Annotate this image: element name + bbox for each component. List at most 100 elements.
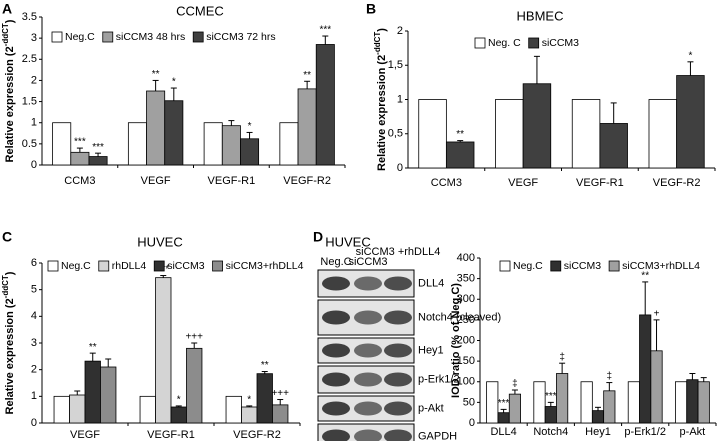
error-bar — [228, 120, 235, 126]
y-tick-label: 3 — [31, 337, 37, 349]
y-tick-label: 1 — [397, 93, 403, 105]
bar — [155, 277, 172, 424]
legend-swatch — [212, 260, 223, 272]
error-bar — [511, 389, 518, 395]
chart-title: HBMEC — [517, 8, 564, 23]
x-tick-label: DLL4 — [490, 426, 516, 438]
bar — [445, 141, 475, 169]
x-tick-label: VEGF — [70, 429, 100, 441]
error-bar — [533, 55, 540, 84]
error-bar — [304, 80, 311, 89]
bar — [495, 99, 524, 169]
y-tick-label: 300 — [457, 293, 475, 305]
bar — [88, 156, 108, 166]
blot-band — [354, 276, 382, 291]
error-bar — [175, 405, 182, 407]
significance-label: * — [172, 77, 176, 88]
y-tick-label: 150 — [457, 355, 475, 367]
lane-label: Neg.C — [320, 256, 351, 268]
bar — [52, 122, 72, 166]
x-tick-label: VEGF-R1 — [576, 177, 624, 189]
bar — [69, 394, 86, 424]
x-tick-label: VEGF-R1 — [147, 429, 195, 441]
error-bar — [689, 373, 696, 380]
legend-label: Neg. C — [488, 37, 521, 49]
y-axis-label: Relative expression (2-ddCT) — [1, 19, 16, 162]
x-tick-label: p-Akt — [680, 426, 706, 438]
x-tick-label: VEGF-R2 — [653, 177, 701, 189]
y-axis-label-part: Relative expression (2 — [4, 46, 16, 162]
y-tick-label: 2 — [397, 25, 403, 37]
y-tick-label: 100 — [457, 376, 475, 388]
blot-band — [322, 401, 350, 416]
bar — [580, 381, 593, 424]
y-axis-label: Relative expression (2-ddCT) — [373, 28, 388, 171]
blot-band — [354, 310, 382, 325]
bar — [522, 83, 552, 169]
error-bar — [277, 399, 284, 405]
blot-band — [354, 429, 382, 441]
y-tick-label: 350 — [457, 273, 475, 285]
y-tick-label: 6 — [31, 257, 37, 269]
panel-letter: B — [366, 1, 376, 17]
legend-label: rhDLL4 — [112, 260, 147, 272]
error-bar — [322, 35, 329, 45]
significance-label: +++ — [185, 332, 203, 343]
y-tick-label: 1 — [31, 390, 37, 402]
bar — [203, 122, 223, 166]
significance-label: ** — [303, 70, 311, 81]
chart-title: CCMEC — [176, 3, 224, 18]
x-tick-label: p-Erk1/2 — [624, 426, 666, 438]
y-tick-label: 1 — [31, 117, 37, 129]
bar — [648, 99, 678, 169]
error-bar — [642, 281, 649, 315]
bar — [241, 406, 258, 424]
blot-band — [354, 401, 382, 416]
y-axis-label: Relative expression (2-ddCT) — [1, 271, 16, 414]
y-axis-label-part: ) — [4, 19, 16, 23]
significance-label: ** — [152, 69, 160, 80]
legend-swatch — [499, 260, 511, 272]
y-tick-label: 0 — [31, 417, 37, 429]
bar — [164, 100, 184, 166]
bar — [486, 381, 499, 424]
error-bar — [610, 102, 617, 124]
x-tick-label: CCM3 — [431, 177, 462, 189]
legend-swatch — [51, 31, 63, 43]
error-bar — [559, 362, 566, 374]
y-axis-label-part: IOD ratio (% of Neg.C) — [450, 283, 462, 398]
blot-band — [322, 310, 350, 325]
error-bar — [687, 61, 694, 76]
legend-swatch — [528, 37, 540, 49]
x-tick-label: VEGF-R2 — [283, 175, 331, 187]
y-tick-label: 400 — [457, 252, 475, 264]
bar — [127, 122, 147, 166]
bar — [556, 373, 569, 424]
y-axis-label-part: Relative expression (2 — [376, 55, 388, 171]
error-bar — [500, 408, 507, 413]
y-tick-label: 0,5 — [388, 128, 403, 140]
legend-label: siCCM3 48 hrs — [116, 31, 185, 43]
significance-label: ‡ — [559, 352, 565, 363]
significance-label: * — [248, 121, 252, 132]
bar — [533, 381, 546, 424]
error-bar — [76, 147, 83, 153]
x-tick-label: VEGF-R2 — [233, 429, 281, 441]
error-bar — [700, 377, 707, 382]
y-axis-label-part: ) — [376, 28, 388, 32]
error-bar — [74, 390, 81, 395]
significance-label: *** — [74, 137, 86, 148]
y-axis-label-part: ) — [4, 271, 16, 275]
legend-swatch — [47, 260, 59, 272]
bar — [697, 381, 710, 424]
panel-letter: A — [2, 1, 12, 17]
error-bar — [246, 405, 253, 407]
bar — [297, 88, 317, 166]
error-bar — [653, 319, 660, 351]
bar — [497, 412, 510, 424]
blot-title: HUVEC — [325, 234, 371, 249]
y-tick-label: 2 — [31, 364, 37, 376]
error-bar — [95, 152, 102, 157]
bar — [571, 99, 601, 169]
blot-row-label: p-Akt — [418, 402, 444, 414]
